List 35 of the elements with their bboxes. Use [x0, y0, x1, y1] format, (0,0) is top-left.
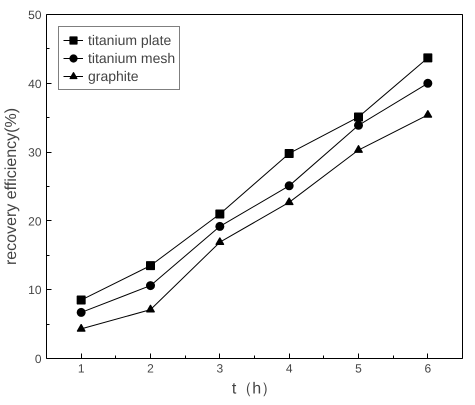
- x-tick-label: 3: [216, 362, 224, 376]
- point: [146, 281, 155, 290]
- legend-label: titanium mesh: [88, 49, 176, 67]
- y-tick-label: 0: [34, 352, 42, 366]
- y-tick-label: 30: [28, 146, 42, 160]
- point: [215, 210, 224, 219]
- x-tick-label: 6: [424, 362, 432, 376]
- y-tick-label: 40: [28, 76, 42, 91]
- point: [76, 324, 86, 332]
- point: [76, 296, 86, 305]
- x-axis-title: t（h）: [232, 380, 278, 398]
- point: [284, 197, 294, 206]
- point: [215, 237, 224, 246]
- legend-label: titanium plate: [88, 31, 172, 49]
- y-axis-title: recovery efficiency(%): [3, 108, 20, 266]
- x-tick-label: 1: [78, 362, 85, 376]
- point: [354, 120, 363, 130]
- point: [146, 261, 155, 270]
- point: [354, 144, 363, 153]
- y-tick-label: 50: [28, 8, 42, 22]
- x-tick-label: 5: [355, 362, 362, 376]
- point: [423, 53, 432, 62]
- point: [146, 304, 155, 312]
- legend-label: graphite: [88, 67, 139, 85]
- point: [215, 222, 224, 231]
- y-tick-label: 20: [28, 214, 42, 228]
- y-tick-label: 10: [28, 283, 42, 298]
- point: [284, 181, 294, 190]
- point: [423, 78, 432, 88]
- x-tick-label: 4: [286, 362, 293, 376]
- point: [354, 112, 363, 122]
- point: [423, 110, 432, 118]
- x-tick-label: 2: [147, 362, 154, 376]
- point: [284, 148, 294, 158]
- point: [76, 308, 86, 317]
